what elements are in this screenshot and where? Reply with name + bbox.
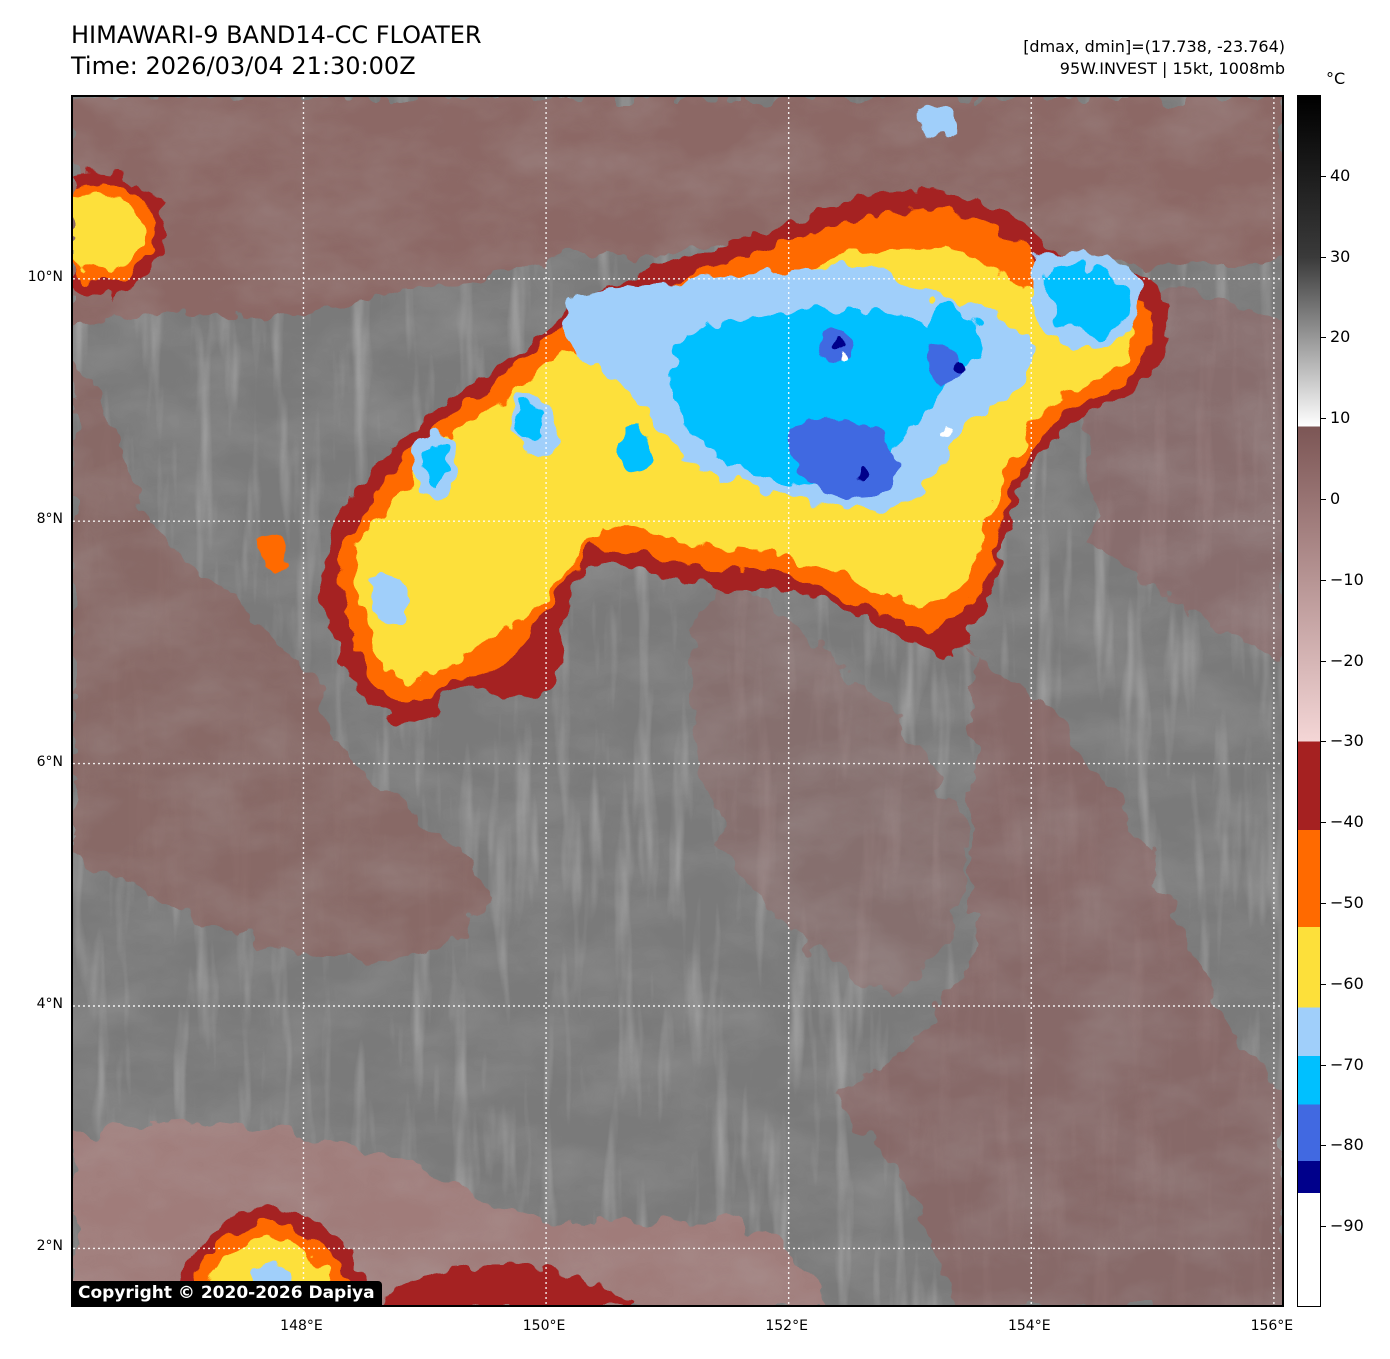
- colorbar-tick-label: 40: [1330, 165, 1351, 185]
- dminmax-label: [dmax, dmin]=(17.738, -23.764): [1023, 37, 1285, 56]
- colorbar-tick-label: −90: [1330, 1216, 1364, 1236]
- colorbar-tick: [1321, 822, 1326, 824]
- satellite-map: [71, 95, 1284, 1307]
- colorbar-tick-label: −70: [1330, 1054, 1364, 1074]
- colorbar-tick-label: 10: [1330, 408, 1351, 428]
- colorbar-unit: °C: [1326, 69, 1346, 88]
- chart-title: HIMAWARI-9 BAND14-CC FLOATER: [71, 21, 482, 49]
- colorbar-tick: [1321, 1064, 1326, 1066]
- colorbar-tick: [1321, 983, 1326, 985]
- lon-label: 150°E: [522, 1318, 566, 1334]
- storm-info-label: 95W.INVEST | 15kt, 1008mb: [1059, 59, 1285, 78]
- colorbar-tick: [1321, 418, 1326, 420]
- colorbar-tick: [1321, 256, 1326, 258]
- lat-label: 2°N: [36, 1238, 63, 1255]
- colorbar-tick: [1321, 741, 1326, 743]
- colorbar-tick: [1321, 1145, 1326, 1147]
- colorbar-tick-label: −80: [1330, 1135, 1364, 1155]
- colorbar: [1297, 95, 1321, 1307]
- colorbar-tick-label: −10: [1330, 569, 1364, 589]
- colorbar-tick-label: 30: [1330, 246, 1351, 266]
- copyright-label: Copyright © 2020-2026 Dapiya: [72, 1281, 382, 1307]
- lon-label: 148°E: [280, 1318, 323, 1334]
- colorbar-tick-label: −20: [1330, 650, 1364, 670]
- convective-cloud-shield: [73, 105, 1171, 1305]
- colorbar-tick: [1321, 1226, 1326, 1228]
- lon-label: 152°E: [765, 1318, 808, 1334]
- lat-label: 8°N: [36, 511, 63, 528]
- colorbar-tick-label: 20: [1330, 327, 1351, 347]
- colorbar-tick: [1321, 175, 1326, 177]
- lon-label: 156°E: [1250, 1318, 1294, 1334]
- lat-label: 4°N: [36, 996, 63, 1012]
- colorbar-tick: [1321, 579, 1326, 581]
- colorbar-tick-label: −60: [1330, 973, 1364, 993]
- map-gridlines: [73, 97, 1282, 1305]
- lon-label: 154°E: [1007, 1318, 1051, 1334]
- colorbar-tick-label: −30: [1330, 731, 1364, 751]
- lat-label: 10°N: [27, 268, 63, 285]
- colorbar-tick: [1321, 499, 1326, 500]
- colorbar-tick-label: −50: [1330, 893, 1364, 912]
- lat-label: 6°N: [36, 753, 63, 770]
- colorbar-tick-label: −40: [1330, 812, 1364, 832]
- colorbar-tick-label: 0: [1330, 489, 1341, 508]
- colorbar-tick: [1321, 903, 1326, 904]
- chart-time: Time: 2026/03/04 21:30:00Z: [71, 52, 416, 80]
- satellite-image: [73, 97, 1282, 1305]
- colorbar-tick: [1321, 337, 1326, 339]
- colorbar-tick: [1321, 660, 1326, 662]
